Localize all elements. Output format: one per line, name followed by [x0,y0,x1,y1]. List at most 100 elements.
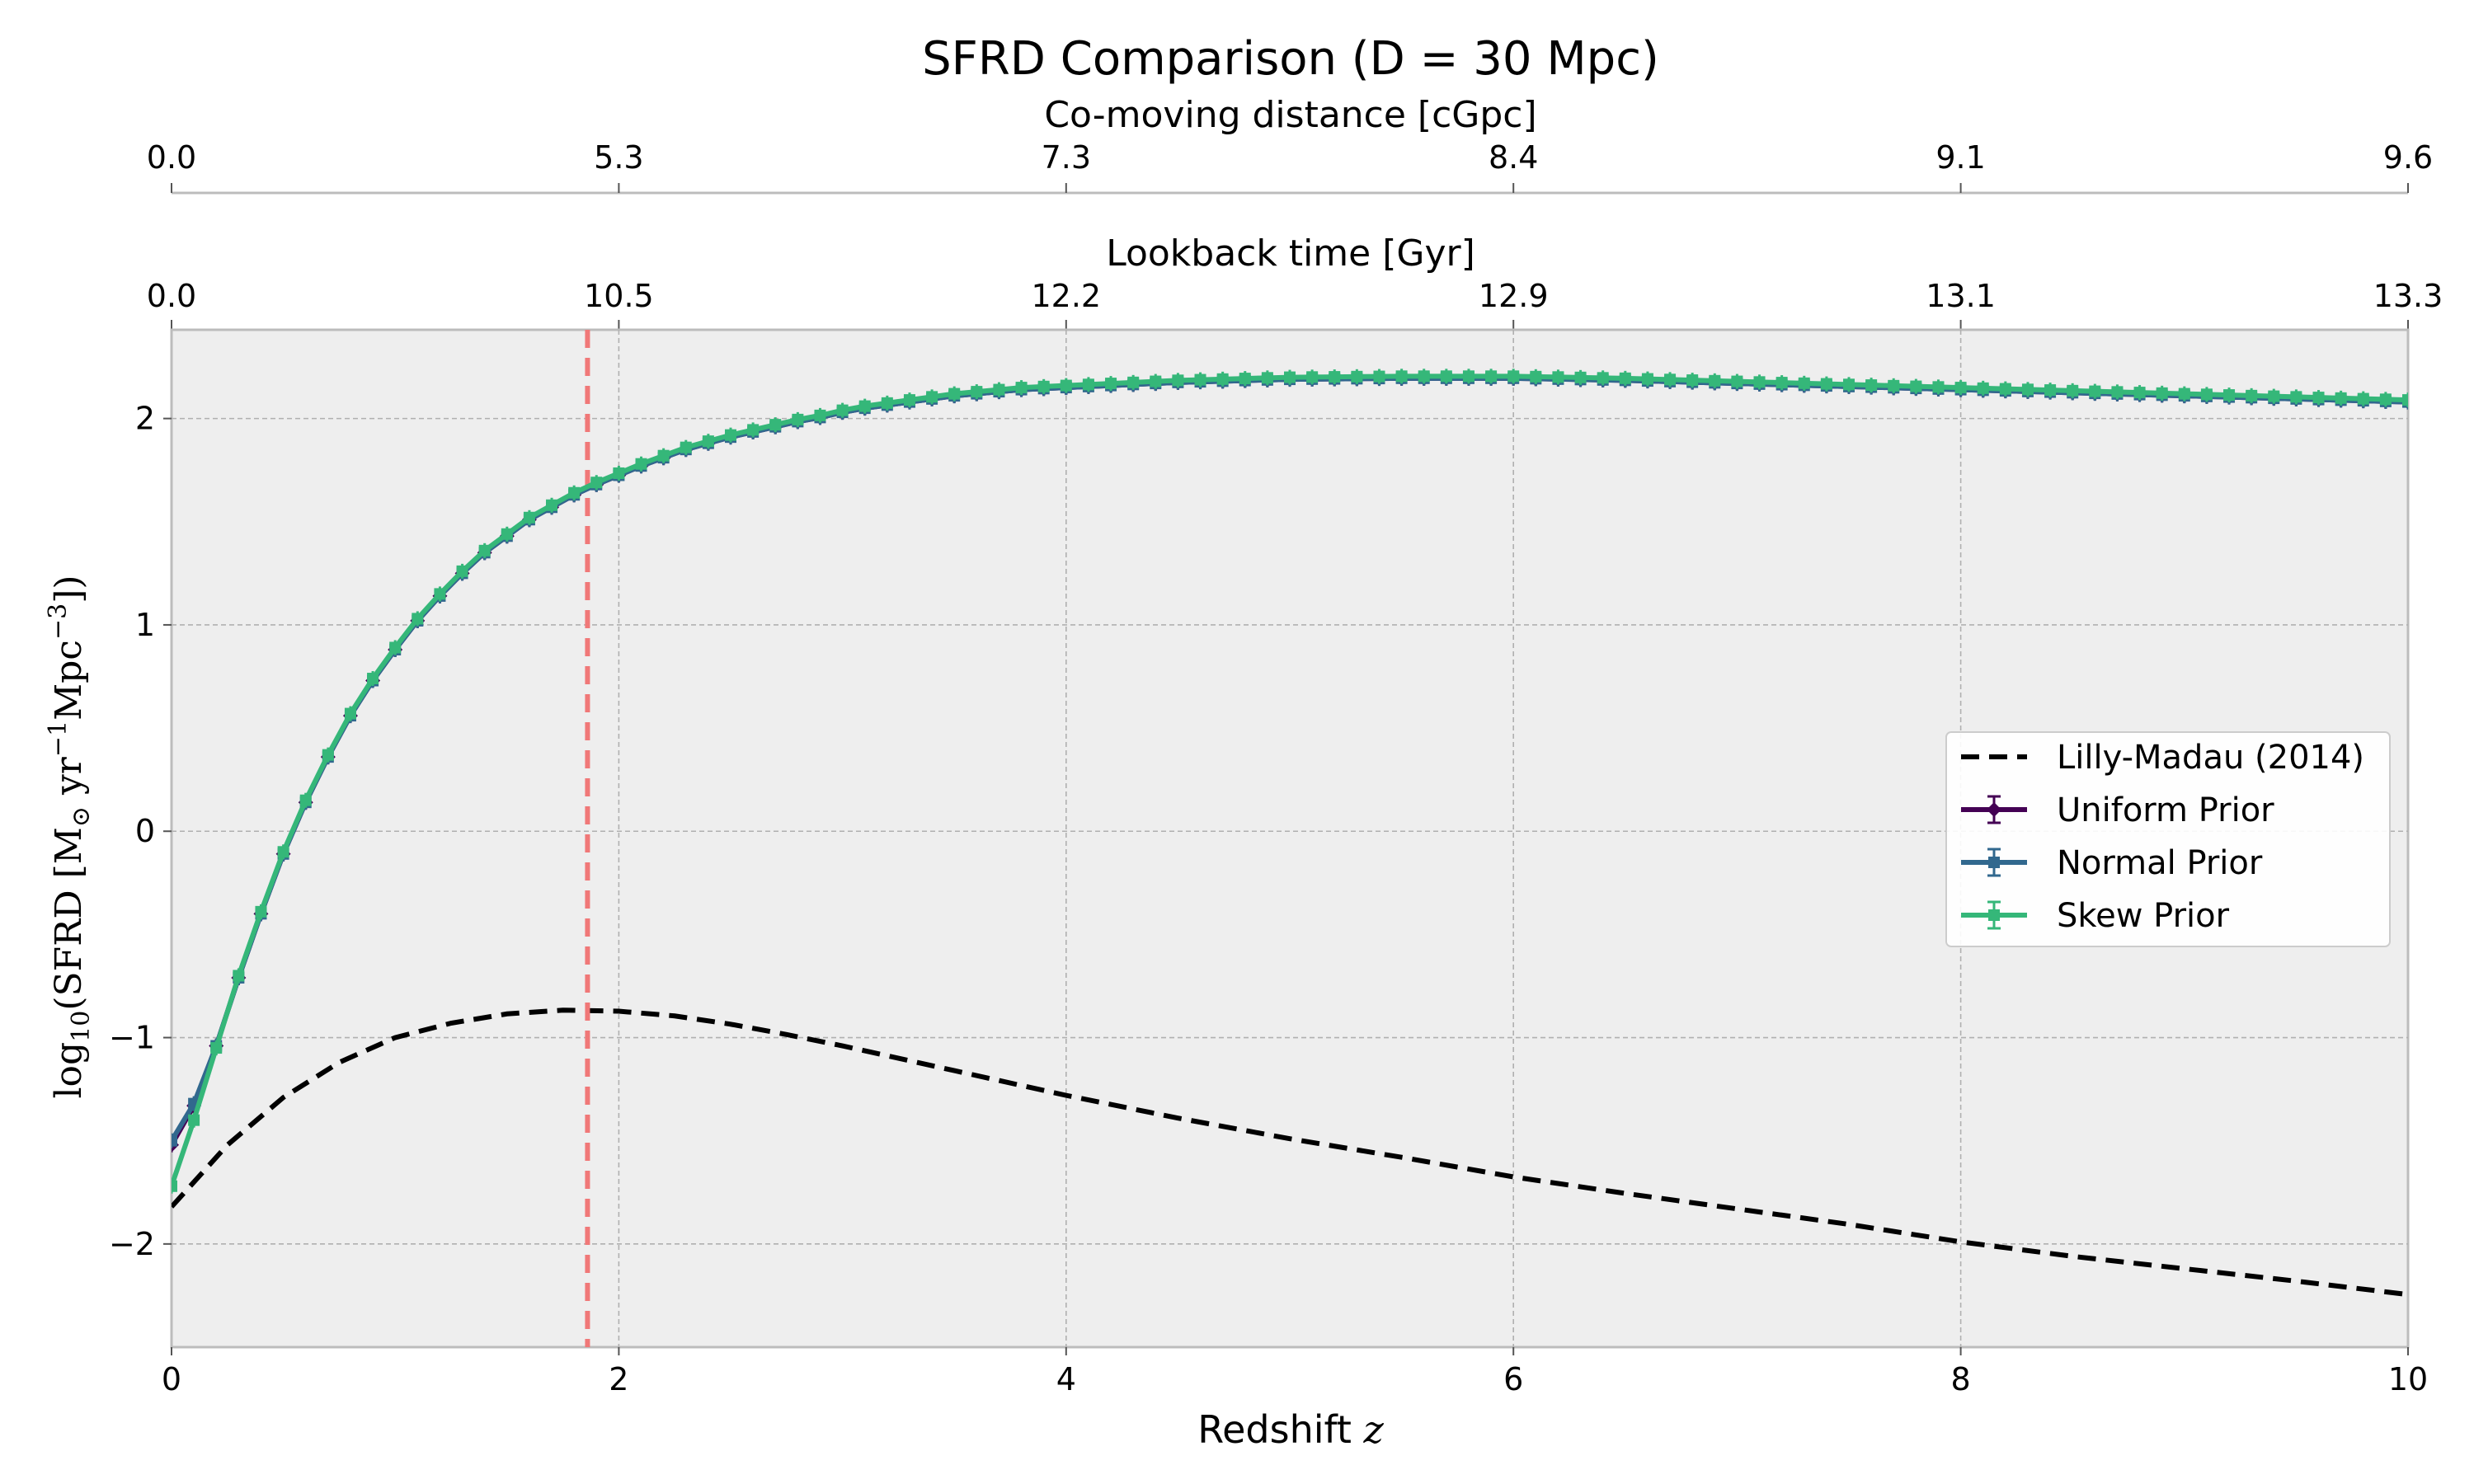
skew-prior-point-62 [1552,371,1564,383]
comoving-tick-label-2: 7.3 [1042,139,1091,176]
skew-prior-point-50 [1284,371,1296,383]
skew-prior-point-35 [948,387,961,400]
skew-prior-point-97 [2335,392,2347,404]
skew-prior-point-89 [2156,387,2168,399]
y-tick-label-3: 1 [135,607,155,643]
skew-prior-point-5 [277,846,289,858]
top-axis-comoving-ticks: 0.0 5.3 7.3 8.4 9.1 9.6 [147,139,2433,195]
skew-prior-point-29 [814,409,826,421]
skew-prior-point-47 [1216,373,1229,385]
skew-prior-point-3 [233,970,245,982]
skew-prior-point-70 [1731,375,1743,387]
skew-prior-point-24 [702,435,714,448]
skew-prior-point-75 [1843,378,1855,391]
x-tick-label-2: 4 [1056,1361,1076,1397]
skew-prior-point-37 [993,383,1005,396]
skew-prior-point-84 [2044,384,2057,397]
skew-prior-point-69 [1709,374,1721,387]
comoving-tick-label-5: 9.6 [2383,139,2433,176]
skew-prior-point-22 [657,449,670,462]
skew-prior-point-1 [188,1114,200,1126]
skew-prior-point-93 [2246,389,2258,402]
skew-prior-point-42 [1105,378,1117,390]
skew-prior-point-10 [389,641,402,654]
skew-prior-point-30 [836,404,849,416]
skew-prior-point-15 [501,528,513,540]
skew-prior-point-11 [412,613,424,625]
skew-prior-point-28 [792,413,804,425]
skew-prior-point-34 [926,391,938,403]
top-axis-lookback-ticks: 0.0 10.5 12.2 12.9 13.1 13.3 [147,278,2443,330]
skew-prior-point-20 [613,467,625,479]
skew-prior-point-71 [1753,376,1766,388]
skew-prior-point-90 [2178,387,2190,400]
skew-prior-point-80 [1954,382,1967,394]
skew-prior-point-36 [971,386,983,398]
skew-prior-point-57 [1440,370,1452,383]
skew-prior-point-63 [1574,371,1587,383]
legend-label-lilly-madau-2014: Lilly-Madau (2014) [2057,739,2364,777]
comoving-tick-label-4: 9.1 [1935,139,1985,176]
skew-prior-point-16 [523,511,535,524]
y-tick-label-2: 0 [135,813,155,849]
skew-prior-point-45 [1172,374,1184,387]
skew-prior-point-77 [1888,379,1900,392]
y-tick-label-4: 2 [135,401,155,437]
legend-marker-uniform-prior [1987,802,2001,817]
top-axis-lookback-label: Lookback time [Gyr] [1106,232,1475,275]
skew-prior-point-41 [1082,378,1094,391]
legend-marker-normal-prior [1988,857,2000,868]
skew-prior-point-78 [1910,380,1922,392]
skew-prior-point-2 [210,1042,223,1054]
skew-prior-point-52 [1329,371,1341,383]
skew-prior-point-96 [2312,392,2325,404]
legend: Lilly-Madau (2014) Uniform Prior Normal Pr… [1945,731,2391,947]
x-tick-label-1: 2 [609,1361,628,1397]
chart-title: SFRD Comparison (D = 30 Mpc) [922,32,1659,86]
skew-prior-point-81 [1977,382,1989,394]
skew-prior-point-60 [1507,370,1520,383]
comoving-tick-label-3: 8.4 [1489,139,1538,176]
x-tick-label-3: 6 [1503,1361,1523,1397]
skew-prior-point-48 [1239,373,1251,385]
x-tick-label-0: 0 [162,1361,181,1397]
skew-prior-point-39 [1037,380,1050,392]
legend-label-uniform-prior: Uniform Prior [2057,791,2274,829]
skew-prior-point-100 [2402,394,2408,406]
y-axis-label: log10(SFRD [M⊙ yr−1Mpc−3]) [44,575,96,1098]
skew-prior-point-32 [881,397,893,409]
skew-prior-point-8 [344,707,356,720]
skew-prior-point-12 [434,588,446,600]
skew-prior-point-40 [1060,379,1072,392]
skew-prior-point-4 [255,905,267,918]
skew-prior-point-54 [1373,370,1385,383]
lookback-tick-label-4: 13.1 [1926,278,1996,314]
skew-prior-point-72 [1776,377,1788,389]
skew-prior-point-65 [1619,372,1631,384]
skew-prior-point-73 [1798,377,1810,389]
skew-prior-point-76 [1865,379,1878,392]
skew-prior-point-6 [299,794,312,806]
skew-prior-point-67 [1664,373,1677,386]
skew-prior-point-53 [1351,370,1363,383]
lilly-madau-line [172,1007,2408,1298]
skew-prior-point-7 [322,749,334,761]
x-axis-label: Redshift z [1197,1407,1384,1452]
skew-prior-point-25 [725,429,736,441]
skew-prior-point-9 [367,673,379,685]
top-axis-comoving-label: Co-moving distance [cGpc] [1044,94,1536,136]
comoving-tick-label-0: 0.0 [147,139,196,176]
skew-prior-point-94 [2268,390,2280,402]
skew-prior-point-14 [478,544,491,556]
skew-prior-point-0 [172,1180,177,1192]
skew-prior-point-99 [2379,393,2392,406]
lookback-tick-label-3: 12.9 [1479,278,1549,314]
skew-prior-point-98 [2357,392,2369,405]
skew-prior-point-74 [1820,378,1832,390]
skew-prior-point-13 [456,565,468,577]
skew-prior-point-82 [1999,383,2011,395]
skew-prior-point-83 [2021,383,2034,396]
x-axis-ticks: 0 2 4 6 8 10 [162,1347,2428,1397]
y-tick-label-1: −1 [109,1020,155,1056]
